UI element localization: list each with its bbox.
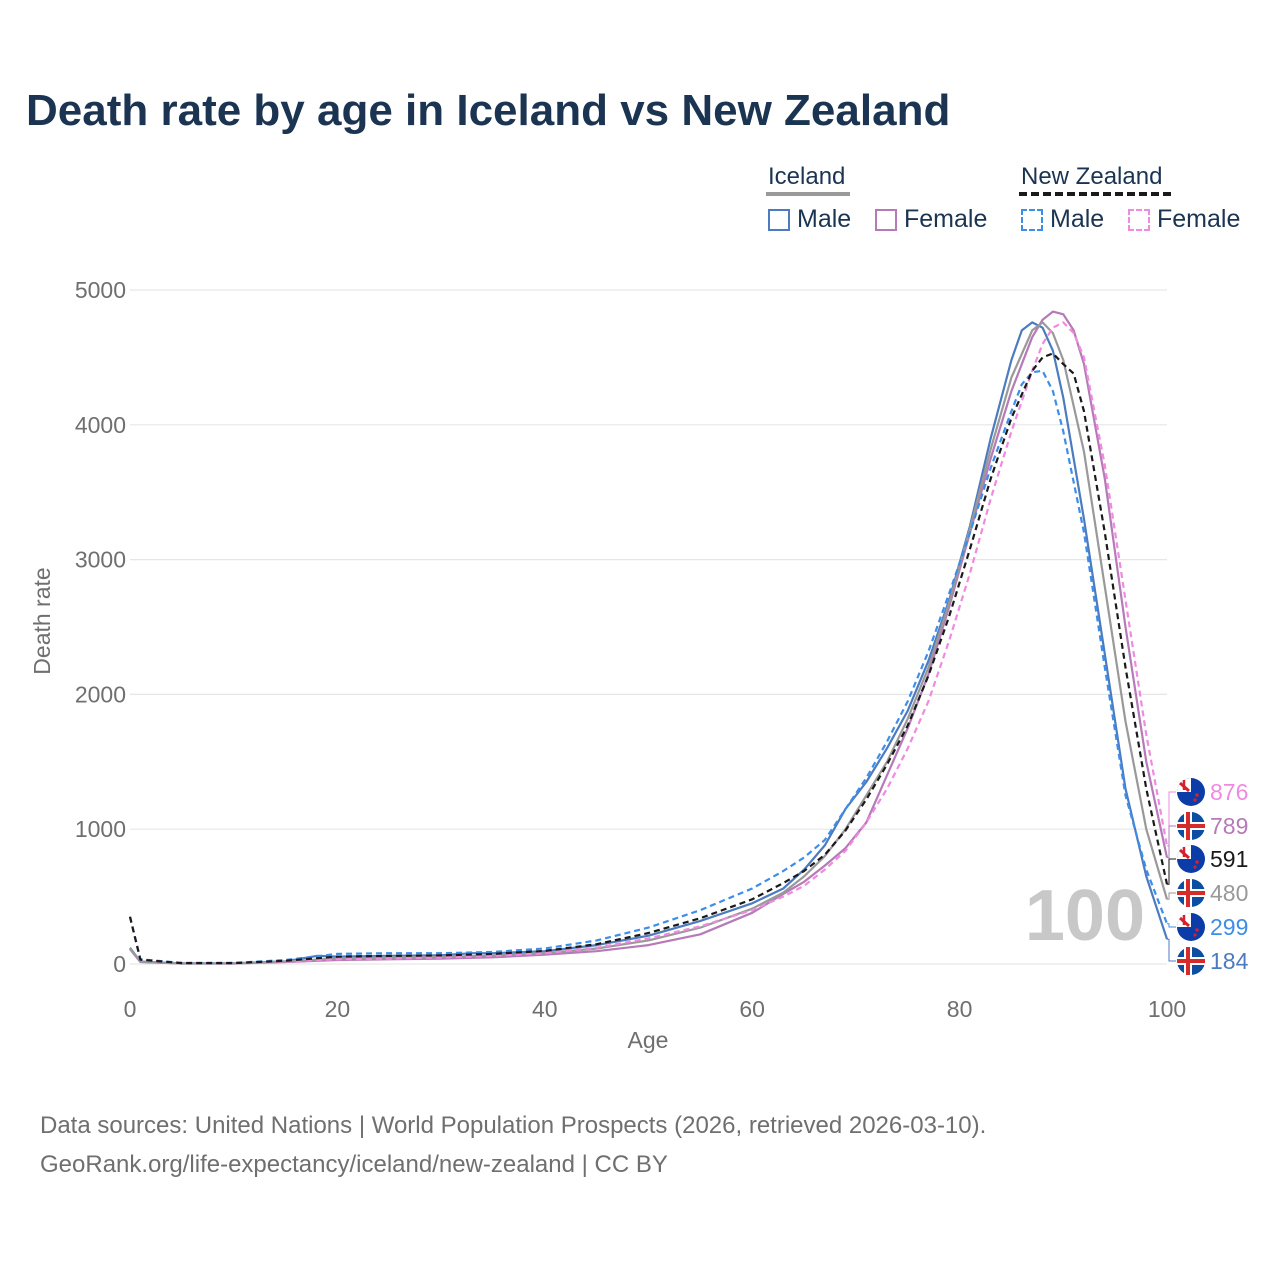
- end-value-label: 184: [1210, 948, 1249, 974]
- y-tick-label: 4000: [75, 412, 126, 438]
- end-label-connector: [1167, 892, 1176, 900]
- legend-new-zealand-male-label: Male: [1050, 205, 1105, 233]
- end-value-label: 591: [1210, 846, 1248, 872]
- iceland-flag-icon: [1177, 947, 1205, 975]
- legend-new-zealand-label: New Zealand: [1021, 163, 1163, 190]
- legend-swatch-new-zealand-female: [1128, 208, 1150, 231]
- new-zealand-flag-icon: [1177, 845, 1205, 873]
- legend-new-zealand-underline: [1019, 192, 1171, 196]
- series-line-iceland-male[interactable]: [129, 321, 1169, 965]
- end-label-connector: [1167, 791, 1176, 847]
- series-line-nz-total[interactable]: [128, 352, 1169, 965]
- end-label-connector: [1167, 858, 1176, 885]
- end-label-connector: [1167, 938, 1176, 962]
- series-line-nz-female[interactable]: [128, 321, 1169, 965]
- year-watermark: 100: [1025, 876, 1145, 956]
- legend-item-iceland-male[interactable]: Male: [768, 205, 851, 234]
- footer-link[interactable]: GeoRank.org/life-expectancy/iceland/new-…: [40, 1151, 668, 1178]
- legend-swatch-iceland-female: [875, 208, 897, 231]
- y-axis-title: Death rate: [29, 567, 55, 674]
- legend-new-zealand-female-label: Female: [1157, 205, 1241, 233]
- y-tick-label: 3000: [75, 547, 126, 573]
- legend-iceland-label: Iceland: [768, 163, 846, 190]
- legend-group-iceland: Iceland: [768, 163, 845, 191]
- x-tick-label: 100: [1148, 996, 1186, 1022]
- legend-iceland-underline: [766, 192, 850, 196]
- iceland-flag-icon: [1177, 812, 1205, 840]
- tick-layer: 0 1000 2000 3000 4000 5000 0 20 40 60 80 100: [75, 277, 1186, 1022]
- end-value-label: 876: [1210, 779, 1248, 805]
- end-value-label: 789: [1210, 813, 1248, 839]
- end-label-connector: [1167, 825, 1176, 859]
- legend-group-new-zealand: New Zealand: [1021, 163, 1162, 191]
- x-tick-label: 60: [739, 996, 765, 1022]
- iceland-flag-icon: [1177, 879, 1205, 907]
- footer: Data sources: United Nations | World Pop…: [40, 1106, 986, 1184]
- x-tick-label: 40: [532, 996, 558, 1022]
- legend-iceland-female-label: Female: [904, 205, 988, 233]
- new-zealand-flag-icon: [1177, 913, 1205, 941]
- grid-layer: [130, 289, 1167, 965]
- y-tick-label: 5000: [75, 277, 126, 303]
- death-rate-chart: 100 0 1000 2000 3000 4000 5000 0 20 40 60 80 100 87…: [29, 277, 1249, 1053]
- series-line-iceland-total[interactable]: [129, 321, 1169, 965]
- new-zealand-flag-icon: [1177, 778, 1205, 806]
- series-layer: [128, 310, 1169, 965]
- series-line-nz-male[interactable]: [128, 369, 1169, 964]
- x-axis-title: Age: [628, 1027, 669, 1053]
- x-tick-label: 80: [947, 996, 973, 1022]
- legend-item-new-zealand-female[interactable]: Female: [1128, 205, 1240, 234]
- chart-title: Death rate by age in Iceland vs New Zeal…: [26, 86, 951, 135]
- y-tick-label: 1000: [75, 816, 126, 842]
- legend-swatch-iceland-male: [768, 208, 790, 231]
- end-label-layer: 876 789 591 480 299 184: [1167, 778, 1249, 975]
- end-value-label: 299: [1210, 914, 1248, 940]
- x-tick-label: 20: [325, 996, 351, 1022]
- legend-item-new-zealand-male[interactable]: Male: [1021, 205, 1104, 234]
- end-value-label: 480: [1210, 880, 1248, 906]
- footer-sources: Data sources: United Nations | World Pop…: [40, 1112, 987, 1139]
- legend-iceland-male-label: Male: [797, 205, 852, 233]
- legend-item-iceland-female[interactable]: Female: [875, 205, 987, 234]
- y-tick-label: 2000: [75, 681, 126, 707]
- end-label-connector: [1167, 923, 1176, 928]
- x-tick-label: 0: [124, 996, 137, 1022]
- y-tick-label: 0: [113, 951, 126, 977]
- legend-swatch-new-zealand-male: [1021, 208, 1043, 231]
